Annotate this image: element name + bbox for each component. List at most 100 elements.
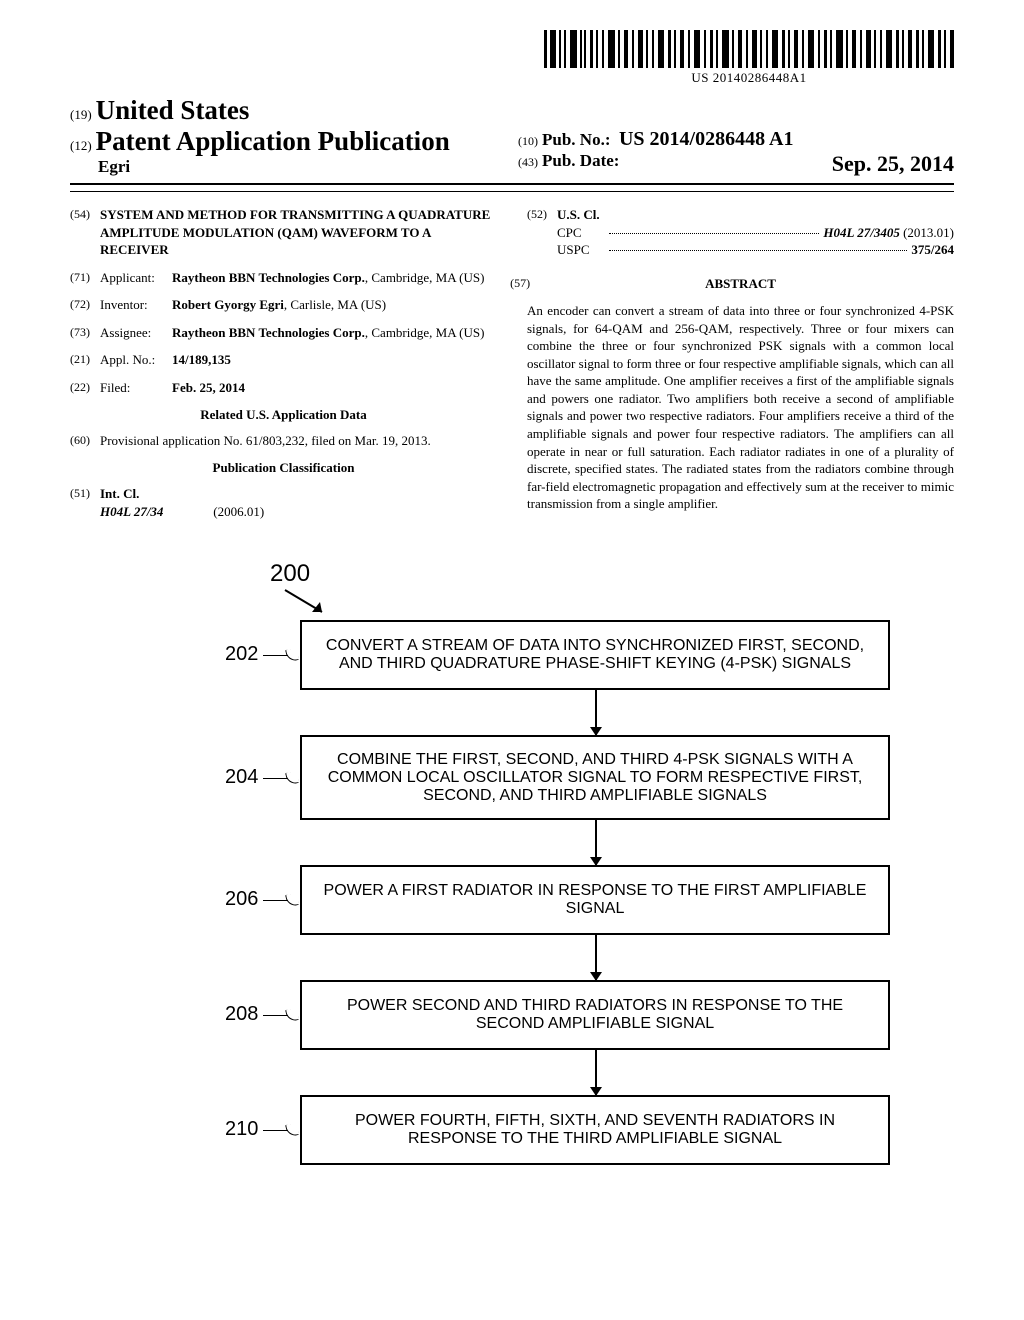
flow-ref-208: 208 [225,1003,258,1026]
left-column: (54) SYSTEM AND METHOD FOR TRANSMITTING … [70,206,497,530]
applicant-loc: , Cambridge, MA (US) [365,270,485,285]
assignee-loc: , Cambridge, MA (US) [365,325,485,340]
inventor-body: Robert Gyorgy Egri, Carlisle, MA (US) [172,296,497,314]
cpc-date: (2013.01) [900,225,954,240]
title-field: (54) SYSTEM AND METHOD FOR TRANSMITTING … [70,206,497,259]
flow-ref-connector-202 [263,655,288,656]
barcode-section: US 20140286448A1 [70,30,954,87]
flow-ref-hook-208 [285,1008,299,1022]
abstract-num: (57) [505,275,535,291]
pub-date-line: (43)Pub. Date:Sep. 25, 2014 [518,151,954,171]
title-num: (54) [70,206,100,259]
flowchart-main-arrow-icon [280,582,340,622]
flow-ref-connector-208 [263,1015,288,1016]
cpc-label: CPC [557,224,605,242]
bibliographic-section: (54) SYSTEM AND METHOD FOR TRANSMITTING … [70,206,954,530]
patent-header: (19) United States (12) Patent Application… [70,95,954,185]
country-name: United States [96,95,250,125]
pub-date-value: Sep. 25, 2014 [832,151,954,177]
cpc-dots [609,224,819,234]
inventor-loc: , Carlisle, MA (US) [284,297,386,312]
barcode-text: US 20140286448A1 [544,70,954,86]
uspc-label: USPC [557,241,605,259]
filed-value: Feb. 25, 2014 [172,379,497,397]
inventor-num: (72) [70,296,100,314]
flow-ref-connector-204 [263,778,288,779]
uscl-body: U.S. Cl. CPC H04L 27/3405 (2013.01) USPC… [557,206,954,259]
uspc-row: USPC 375/264 [557,241,954,259]
pub-type-num: (12) [70,138,92,153]
filed-label: Filed: [100,379,172,397]
header-left: (19) United States (12) Patent Application… [70,95,506,177]
flow-box-206: POWER A FIRST RADIATOR IN RESPONSE TO TH… [300,865,890,935]
applicant-field: (71) Applicant: Raytheon BBN Technologie… [70,269,497,287]
provisional-field: (60) Provisional application No. 61/803,… [70,432,497,450]
appl-no-value: 14/189,135 [172,351,497,369]
appl-no-num: (21) [70,351,100,369]
flow-ref-connector-210 [263,1130,288,1131]
intcl-body: Int. Cl. H04L 27/34 (2006.01) [100,485,497,520]
assignee-num: (73) [70,324,100,342]
country-num: (19) [70,107,92,122]
inventor-field: (72) Inventor: Robert Gyorgy Egri, Carli… [70,296,497,314]
intcl-field: (51) Int. Cl. H04L 27/34 (2006.01) [70,485,497,520]
flow-box-202: CONVERT A STREAM OF DATA INTO SYNCHRONIZ… [300,620,890,690]
intcl-row: H04L 27/34 (2006.01) [100,503,497,521]
intcl-num: (51) [70,485,100,520]
abstract-section: (57) ABSTRACT An encoder can convert a s… [527,275,954,513]
flow-ref-connector-206 [263,900,288,901]
intcl-class: H04L 27/34 [100,503,210,521]
applicant-name: Raytheon BBN Technologies Corp. [172,270,365,285]
filed-num: (22) [70,379,100,397]
assignee-label: Assignee: [100,324,172,342]
intcl-date: (2006.01) [213,504,264,519]
country-line: (19) United States [70,95,506,126]
flow-ref-hook-202 [285,648,299,662]
applicant-body: Raytheon BBN Technologies Corp., Cambrid… [172,269,497,287]
uscl-num: (52) [527,206,557,259]
appl-no-field: (21) Appl. No.: 14/189,135 [70,351,497,369]
applicant-label: Applicant: [100,269,172,287]
abstract-text: An encoder can convert a stream of data … [527,302,954,513]
author-name: Egri [98,157,506,177]
filed-field: (22) Filed: Feb. 25, 2014 [70,379,497,397]
pub-type-line: (12) Patent Application Publication [70,126,506,157]
related-heading: Related U.S. Application Data [70,406,497,424]
prov-num: (60) [70,432,100,450]
appl-no-label: Appl. No.: [100,351,172,369]
pub-type-text: Patent Application Publication [96,126,450,156]
flow-arrow-2 [595,935,597,980]
cpc-row: CPC H04L 27/3405 (2013.01) [557,224,954,242]
uspc-dots [609,241,907,251]
flow-arrow-1 [595,820,597,865]
pub-no-value: US 2014/0286448 A1 [619,128,793,150]
flow-box-210: POWER FOURTH, FIFTH, SIXTH, AND SEVENTH … [300,1095,890,1165]
pub-date-num: (43) [518,155,538,169]
flow-ref-hook-204 [285,771,299,785]
prov-text: Provisional application No. 61/803,232, … [100,432,497,450]
pub-no-line: (10) Pub. No.: US 2014/0286448 A1 [518,128,954,151]
pub-no-label: Pub. No.: [542,130,610,149]
flow-ref-hook-210 [285,1123,299,1137]
inventor-name: Robert Gyorgy Egri [172,297,284,312]
right-column: (52) U.S. Cl. CPC H04L 27/3405 (2013.01)… [527,206,954,530]
applicant-num: (71) [70,269,100,287]
cpc-val-wrap: H04L 27/3405 (2013.01) [823,224,954,242]
abstract-heading-text: ABSTRACT [705,276,776,291]
uspc-value: 375/264 [911,241,954,259]
assignee-field: (73) Assignee: Raytheon BBN Technologies… [70,324,497,342]
pub-date-label: Pub. Date: [542,151,619,170]
barcode: US 20140286448A1 [544,30,954,86]
flow-arrow-3 [595,1050,597,1095]
header-divider [70,191,954,192]
flow-box-208: POWER SECOND AND THIRD RADIATORS IN RESP… [300,980,890,1050]
uscl-label: U.S. Cl. [557,206,954,224]
pub-no-num: (10) [518,134,538,148]
inventor-label: Inventor: [100,296,172,314]
header-right: (10) Pub. No.: US 2014/0286448 A1 (43) Pub… [506,128,954,177]
cpc-value: H04L 27/3405 [823,225,899,240]
flow-ref-202: 202 [225,643,258,666]
flow-ref-204: 204 [225,766,258,789]
uscl-field: (52) U.S. Cl. CPC H04L 27/3405 (2013.01)… [527,206,954,259]
flow-arrow-0 [595,690,597,735]
